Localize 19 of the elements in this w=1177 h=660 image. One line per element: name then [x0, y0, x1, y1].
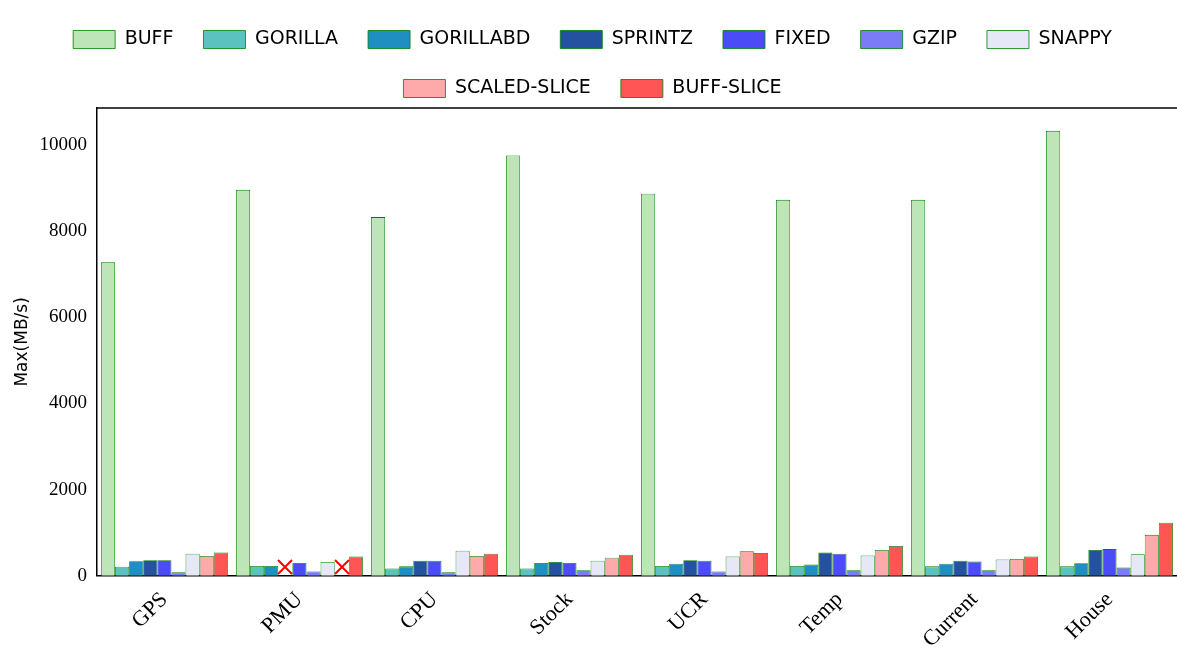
- x-tick-label: UCR: [662, 585, 713, 636]
- x-tick-label: GPS: [125, 586, 173, 633]
- legend-label: GORILLA: [254, 26, 339, 49]
- legend-label: GORILLABD: [419, 26, 531, 49]
- x-tick-label: CPU: [394, 586, 443, 635]
- legend-label: SCALED-SLICE: [454, 75, 591, 98]
- y-tick-label: 10000: [39, 132, 87, 154]
- legend-label: FIXED: [774, 26, 831, 49]
- y-tick-label: 2000: [48, 477, 87, 499]
- y-tick-label: 4000: [48, 391, 87, 413]
- legend-label: BUFF-SLICE: [672, 75, 782, 98]
- y-tick-label: 8000: [48, 218, 87, 240]
- y-axis-title: Max(MB/s): [10, 297, 31, 387]
- legend-label: GZIP: [912, 26, 957, 49]
- legend-label: BUFF: [124, 26, 174, 49]
- legend-label: SNAPPY: [1038, 26, 1113, 49]
- legend-label: SPRINTZ: [611, 26, 693, 49]
- y-tick-label: 6000: [48, 305, 87, 327]
- y-tick-label: 0: [77, 563, 87, 585]
